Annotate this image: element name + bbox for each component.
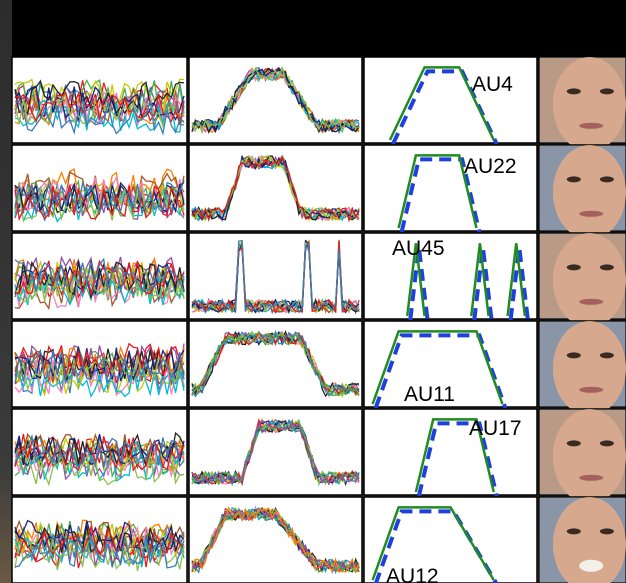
eye [566,264,581,271]
mouth [579,122,604,129]
signal-line [14,348,185,385]
signal-line [14,274,185,311]
au-label: AU45 [392,237,445,260]
signal-line [14,98,185,136]
signal-line [14,78,185,115]
activation-line [191,66,360,132]
signal-line [14,80,185,114]
signal-line [14,79,185,115]
activation-line [191,507,360,574]
signal-line [14,519,185,556]
signal-line [14,524,185,562]
signal-line [14,180,185,214]
ground-truth-line [406,243,527,317]
signal-line [14,91,185,125]
panel-grid: AU4 AU22 AU45 AU11 AU17 AU12 [11,56,626,583]
panel [363,232,538,320]
ground-truth-line [414,418,495,493]
activation-line [191,506,360,574]
eye [566,440,581,447]
estimate-line [416,421,499,497]
mouth [579,559,604,572]
activation-line [191,239,360,314]
au-label: AU17 [469,417,522,440]
signal-line [14,538,185,572]
eye [599,264,614,271]
panel [363,408,538,496]
mouth [579,298,604,305]
activation-line [191,331,360,397]
mouth [579,474,604,481]
signal-line [14,451,185,487]
eye [599,352,614,359]
eye [599,176,614,183]
face [552,145,626,240]
activation-line [191,65,360,134]
signal-line [14,346,185,382]
au-label: AU4 [472,73,513,96]
eye [599,528,614,535]
ground-truth-line [371,330,504,405]
au-label: AU22 [464,155,517,178]
activation-line [191,508,360,574]
ground-truth-line [371,506,495,581]
signal-line [14,262,185,300]
signal-line [14,181,185,214]
signal-line [14,532,185,569]
mouth [579,386,604,393]
signal-line [14,433,185,469]
face [552,57,626,152]
header-band [12,0,626,60]
signal-line [14,524,185,554]
signal-line [14,348,185,385]
signal-line [14,438,185,472]
eye [599,440,614,447]
au-label: AU11 [404,383,455,406]
signal-line [14,93,185,129]
signal-line [14,257,185,292]
activation-line [191,422,360,486]
eye [566,176,581,183]
signal-line [14,267,185,303]
face [552,497,626,583]
signal-line [14,187,185,222]
estimate-line [373,333,508,409]
activation-line [191,155,360,223]
estimate-line [399,157,482,233]
au-label: AU12 [386,565,439,583]
eye [599,88,614,95]
face [552,321,626,416]
signal-line [14,365,185,398]
estimate-line [408,247,530,321]
ground-truth-line [397,154,478,229]
signal-line [14,433,185,467]
face [552,233,626,328]
face [552,409,626,504]
eye [566,528,581,535]
signal-line [14,259,185,297]
ground-truth-line [388,66,495,141]
eye [566,88,581,95]
activation-line [191,240,360,314]
eye [566,352,581,359]
activation-line [191,419,360,485]
mouth [579,210,604,217]
